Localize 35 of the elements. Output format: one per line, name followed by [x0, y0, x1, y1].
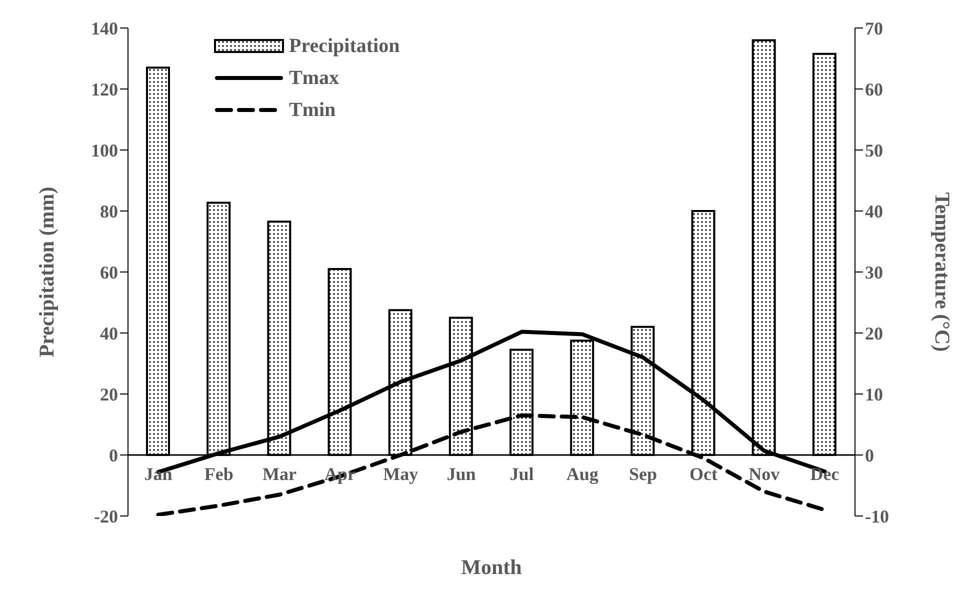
y-tick-label: -20 [94, 506, 118, 526]
y-tick-label: 100 [91, 140, 118, 160]
y-tick-label: 40 [100, 323, 118, 344]
y2-tick-label: 40 [865, 201, 883, 222]
x-tick-label: Aug [566, 464, 598, 484]
x-tick-label: Mar [262, 464, 296, 484]
y-tick-label: 80 [100, 201, 118, 222]
y2-tick-label: 30 [865, 262, 883, 282]
x-tick-label: Dec [810, 464, 840, 484]
x-tick-label: Nov [748, 464, 780, 484]
y2-tick-label: 70 [865, 18, 883, 38]
y2-tick-label: 50 [865, 140, 883, 160]
x-tick-label: Jun [446, 464, 476, 484]
y2-tick-label: 10 [865, 384, 883, 404]
x-axis-title: Month [461, 555, 522, 579]
x-tick-label: Jul [510, 464, 534, 484]
y-tick-label: 0 [109, 445, 118, 466]
y2-tick-label: 20 [865, 323, 883, 344]
x-tick-label: Sep [628, 464, 657, 484]
x-tick-label: Feb [204, 464, 234, 484]
y2-tick-label: 0 [865, 445, 874, 466]
x-tick-label: Jan [144, 464, 172, 484]
y-tick-label: 140 [91, 18, 118, 38]
legend-label: Precipitation [289, 34, 400, 58]
y-tick-label: 20 [100, 384, 118, 404]
y-tick-label: 120 [91, 79, 118, 100]
y2-tick-label: 60 [865, 79, 883, 100]
y2-axis-title: Temperature (°C) [930, 192, 955, 352]
x-tick-label: May [383, 464, 418, 484]
y2-tick-label: -10 [865, 506, 889, 526]
y-tick-label: 60 [100, 262, 118, 282]
x-tick-label: Oct [690, 464, 718, 484]
legend-label: Tmin [289, 98, 336, 122]
legend-label: Tmax [289, 66, 339, 90]
y-axis-title: Precipitation (mm) [34, 186, 58, 358]
